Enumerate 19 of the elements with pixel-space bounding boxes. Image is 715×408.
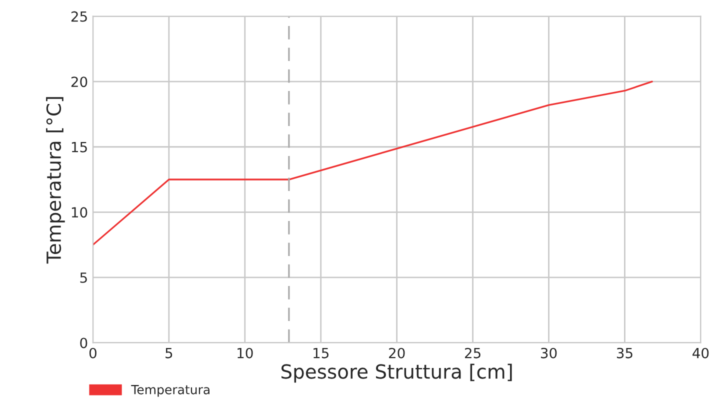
x-tick-label: 25 <box>464 348 480 358</box>
y-axis-title: Temperatura [°C] <box>46 97 65 264</box>
x-axis-title: Spessore Struttura [cm] <box>281 364 512 383</box>
legend-label: Temperatura <box>131 385 210 397</box>
y-tick-label: 0 <box>80 338 88 348</box>
x-tick-label: 20 <box>389 348 405 358</box>
x-tick-label: 35 <box>616 348 632 358</box>
x-tick-label: 5 <box>166 348 172 358</box>
y-tick-label: 10 <box>72 207 88 218</box>
x-tick-label: 30 <box>540 348 557 358</box>
line-series <box>92 80 653 246</box>
y-tick-label: 20 <box>71 76 88 88</box>
x-tick-label: 10 <box>238 348 253 358</box>
x-tick-label: 15 <box>314 348 328 358</box>
x-tick-label: 40 <box>692 348 709 358</box>
x-tick-label: 0 <box>89 348 96 358</box>
y-tick-label: 25 <box>71 11 87 22</box>
y-tick-label: 15 <box>72 142 87 152</box>
y-tick-label: 5 <box>80 272 87 283</box>
